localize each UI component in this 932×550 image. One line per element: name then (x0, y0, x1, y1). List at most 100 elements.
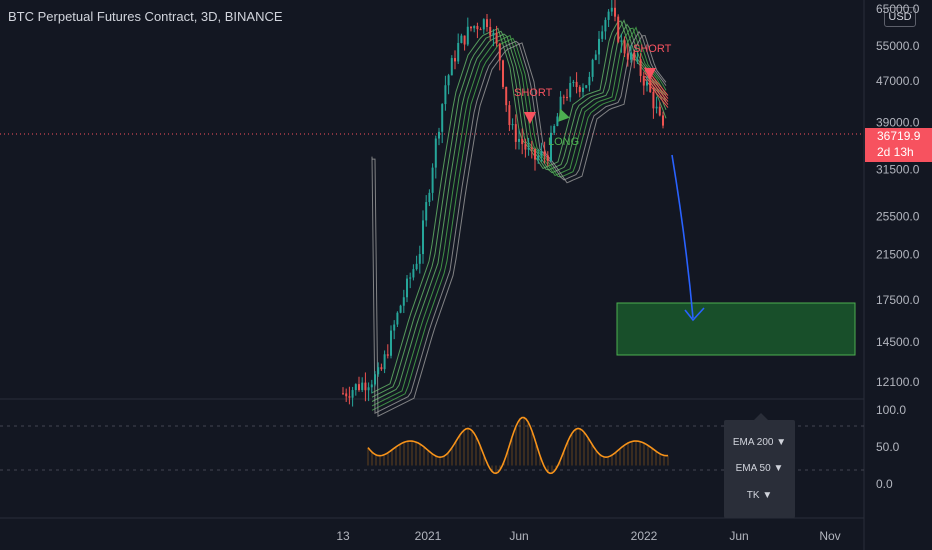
candle-body (470, 26, 472, 29)
time-tick-label: 13 (336, 529, 350, 543)
candle-body (572, 81, 575, 83)
candle-body (598, 38, 600, 55)
candle-body (486, 19, 488, 27)
price-axis[interactable]: 65000.0 55000.0 47000.0 39000.0 31500.0 25500… (876, 2, 920, 389)
candle-body (422, 220, 424, 255)
candle-body (364, 382, 367, 391)
candle-body (367, 387, 370, 391)
candle-body (607, 11, 610, 20)
candle-body (540, 151, 543, 157)
candle-body (502, 60, 504, 87)
target-zone[interactable] (616, 302, 856, 356)
menu-notch (754, 413, 768, 420)
time-tick-label: Jun (729, 529, 748, 543)
candle-body (390, 330, 392, 356)
ema-ribbon-line (371, 19, 667, 398)
time-tick-label: Jun (509, 529, 528, 543)
candle-body (377, 367, 380, 375)
short-label-2: SHORT (633, 43, 672, 55)
last-price-tag: 36719.9 2d 13h (865, 128, 932, 162)
candle-body (450, 58, 453, 76)
price-tick-label: 47000.0 (876, 74, 920, 88)
price-tick-label: 14500.0 (876, 335, 920, 349)
ema-ribbon-bear-line (644, 75, 669, 105)
price-tick-label: 25500.0 (876, 210, 920, 224)
candle-body (348, 396, 351, 398)
candle-body (594, 54, 597, 60)
candle-body (460, 35, 463, 43)
ema-ribbon-bear-line (644, 72, 669, 102)
osc-tick-label: 100.0 (876, 403, 906, 417)
candle-body (412, 269, 415, 278)
candle-body (393, 324, 396, 331)
ema-ribbon-line (371, 23, 667, 402)
candle-body (431, 167, 434, 193)
candle-body (482, 19, 485, 30)
candle-body (518, 138, 520, 142)
projection-arrow[interactable] (671, 154, 694, 319)
candle-body (492, 32, 495, 36)
candle-body (658, 106, 661, 116)
candle-body (476, 25, 479, 30)
candle-body (646, 81, 648, 86)
candle-body (514, 124, 517, 142)
ema-ribbon (371, 19, 669, 418)
candle-body (415, 263, 418, 270)
price-tick-label: 55000.0 (876, 39, 920, 53)
time-axis[interactable]: 13 2021 Jun 2022 Jun Nov (336, 529, 840, 543)
price-tick-label: 31500.0 (876, 163, 920, 177)
candle-body (466, 26, 469, 45)
candle-body (543, 151, 546, 156)
candle-body (537, 156, 540, 160)
candle-body (639, 59, 642, 76)
candle-body (418, 254, 421, 264)
candle-body (428, 192, 431, 203)
candle-body (620, 40, 623, 42)
tk-toggle[interactable]: TK ▼ (746, 490, 773, 501)
long-signal-marker (558, 108, 570, 122)
candle-body (454, 58, 456, 62)
candle-body (652, 91, 655, 109)
candle-body (534, 149, 536, 160)
candle-body (585, 85, 588, 88)
candle-body (380, 367, 383, 370)
candle-body (479, 29, 482, 31)
indicator-menu: EMA 200 ▼ EMA 50 ▼ TK ▼ (724, 413, 795, 518)
osc-line (367, 416, 669, 475)
time-tick-label: 2021 (415, 529, 442, 543)
ema-50-toggle[interactable]: EMA 50 ▼ (735, 463, 784, 474)
candle-body (626, 53, 629, 60)
candle-body (358, 384, 360, 391)
candle-body (642, 75, 645, 86)
ema-200-toggle[interactable]: EMA 200 ▼ (732, 437, 787, 448)
candle-body (399, 305, 402, 313)
time-tick-label: Nov (819, 529, 840, 543)
candle-body (463, 35, 466, 45)
candle-body (409, 277, 412, 279)
candle-body (425, 202, 428, 221)
ema-ribbon-line (372, 34, 667, 418)
candle-body (588, 76, 591, 86)
candle-body (601, 31, 604, 39)
ema-ribbon-bear-line (644, 78, 669, 108)
candle-body (438, 131, 440, 139)
candle-body (636, 59, 639, 61)
candle-body (623, 40, 626, 54)
currency-button[interactable]: USD (884, 7, 916, 27)
candle-body (511, 124, 514, 126)
candle-body (386, 354, 389, 356)
candle-body (527, 147, 530, 150)
candle-body (361, 382, 364, 391)
candle-body (441, 104, 444, 132)
short-signal-marker-1 (524, 112, 536, 124)
bar-countdown: 2d 13h (877, 145, 914, 159)
candle-body (562, 96, 565, 98)
ema-ribbon-line (371, 27, 667, 407)
oscillator-axis[interactable]: 100.0 50.0 0.0 (876, 403, 906, 491)
candle-body (566, 96, 568, 98)
candle-body (447, 75, 450, 86)
candle-body (617, 16, 620, 42)
candle-body (604, 19, 607, 32)
candle-body (614, 7, 616, 17)
